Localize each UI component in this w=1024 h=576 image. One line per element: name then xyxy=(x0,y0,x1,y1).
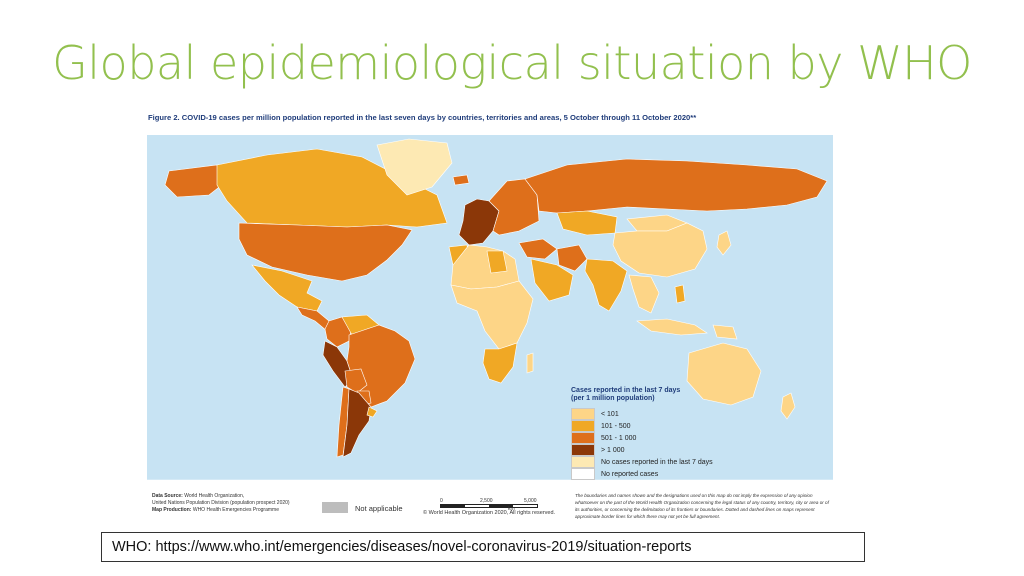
legend-item: 101 - 500 xyxy=(571,420,791,432)
region-eastern-europe xyxy=(488,178,540,236)
region-southern-africa xyxy=(482,342,518,384)
region-antarctica xyxy=(147,479,833,488)
region-russia xyxy=(524,158,828,214)
disclaimer: The boundaries and names shown and the d… xyxy=(575,493,829,519)
region-uruguay xyxy=(366,406,378,418)
region-saudi-arabia xyxy=(530,258,574,302)
legend-swatch xyxy=(571,420,595,432)
scale-label-mid: 2,500 xyxy=(480,498,493,504)
slide-title: Global epidemiological situation by WHO xyxy=(52,36,972,90)
region-indonesia xyxy=(636,318,708,336)
legend-swatch xyxy=(571,468,595,480)
not-applicable-label: Not applicable xyxy=(355,504,403,513)
region-southeast-asia xyxy=(628,274,660,314)
scale-label-max: 5,000 xyxy=(524,498,537,504)
map-legend: Cases reported in the last 7 days (per 1… xyxy=(571,387,791,480)
legend-swatch xyxy=(571,408,595,420)
source-citation: WHO: https://www.who.int/emergencies/dis… xyxy=(101,532,865,562)
legend-swatch xyxy=(571,456,595,468)
legend-label: No cases reported in the last 7 days xyxy=(601,458,713,466)
not-applicable-swatch xyxy=(322,502,348,513)
map-footer: Data Source: World Health Organization, … xyxy=(147,490,833,525)
region-iceland xyxy=(452,174,470,186)
copyright: © World Health Organization 2020, All ri… xyxy=(423,510,556,516)
legend-label: No reported cases xyxy=(601,470,659,478)
legend-item: No reported cases xyxy=(571,468,791,480)
region-usa xyxy=(238,222,413,282)
region-japan xyxy=(716,230,732,256)
legend-label: < 101 xyxy=(601,410,619,418)
figure-caption: Figure 2. COVID-19 cases per million pop… xyxy=(148,113,697,122)
data-source-text: World Health Organization, xyxy=(184,493,245,499)
legend-title-line1: Cases reported in the last 7 days xyxy=(571,387,681,394)
region-greenland xyxy=(376,138,453,196)
legend-item: No cases reported in the last 7 days xyxy=(571,456,791,468)
region-canada xyxy=(216,148,448,228)
legend-swatch xyxy=(571,444,595,456)
region-argentina xyxy=(342,388,372,458)
scale-unit: km xyxy=(508,506,515,512)
data-source: Data Source: World Health Organization, … xyxy=(152,493,290,514)
region-india xyxy=(584,258,628,312)
data-source-label: Data Source: xyxy=(152,493,183,499)
region-iran xyxy=(556,244,588,272)
legend-item: > 1 000 xyxy=(571,444,791,456)
legend-label: 501 - 1 000 xyxy=(601,434,637,442)
legend-label: 101 - 500 xyxy=(601,422,631,430)
region-bolivia xyxy=(344,368,368,394)
region-western-europe xyxy=(458,198,500,246)
region-mexico xyxy=(251,264,323,312)
region-png xyxy=(712,324,738,340)
data-source-text2: United Nations Population Division (popu… xyxy=(152,500,290,506)
legend-item: 501 - 1 000 xyxy=(571,432,791,444)
region-australia xyxy=(686,342,762,406)
legend-item: < 101 xyxy=(571,408,791,420)
legend-label: > 1 000 xyxy=(601,446,625,454)
scale-bar-graphic xyxy=(440,504,538,508)
world-map xyxy=(147,135,833,488)
region-philippines xyxy=(674,284,686,304)
region-libya xyxy=(486,250,508,274)
region-middle-east xyxy=(518,238,558,260)
legend-swatch xyxy=(571,432,595,444)
region-new-zealand xyxy=(780,392,796,420)
legend-title-line2: (per 1 million population) xyxy=(571,395,655,402)
scale-label-zero: 0 xyxy=(440,498,443,504)
map-production-text: WHO Health Emergencies Programme xyxy=(192,507,279,513)
region-china xyxy=(612,222,708,278)
region-madagascar xyxy=(526,352,534,374)
map-panel: Cases reported in the last 7 days (per 1… xyxy=(147,135,833,525)
region-sub-saharan-africa xyxy=(450,280,534,350)
map-production-label: Map Production: xyxy=(152,507,192,513)
legend-title: Cases reported in the last 7 days (per 1… xyxy=(571,387,791,403)
